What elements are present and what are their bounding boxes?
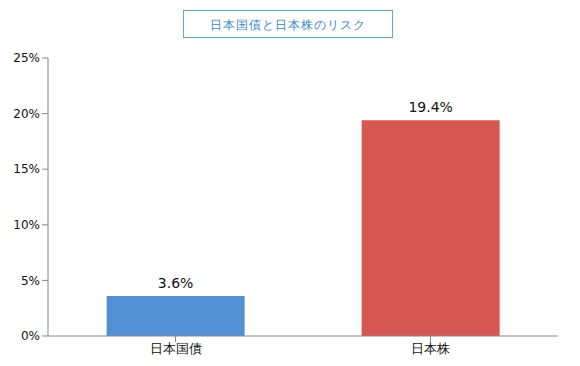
svg-text:日本株: 日本株 [411,341,450,356]
svg-text:日本国債: 日本国債 [150,341,202,356]
svg-text:25%: 25% [13,51,40,65]
svg-text:5%: 5% [21,274,40,288]
svg-text:10%: 10% [13,218,40,232]
svg-text:0%: 0% [21,329,40,343]
html-text:日本国債と日本株のリスク: 日本国債と日本株のリスク [210,18,366,32]
svg-text:20%: 20% [13,107,40,121]
svg-text:15%: 15% [13,162,40,176]
svg-text:3.6%: 3.6% [158,275,194,291]
svg-text:19.4%: 19.4% [408,99,452,115]
